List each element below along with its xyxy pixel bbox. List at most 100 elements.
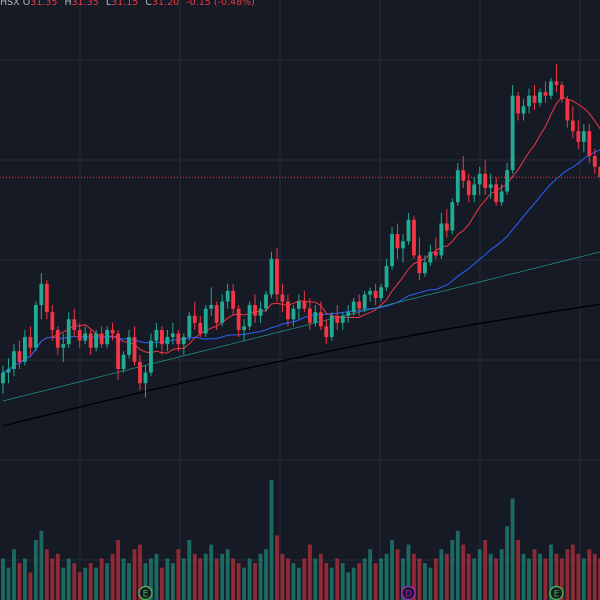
volume-bar [521,553,526,600]
volume-bar [198,558,203,600]
candle-body [307,308,312,323]
volume-bar [499,549,504,600]
candle-body [346,312,351,316]
candle-body [6,369,11,373]
volume-bar [258,553,263,600]
volume-bar [373,563,378,600]
high-value: 31.35 [71,0,99,8]
volume-bar [412,553,416,600]
volume-bar [61,567,66,600]
volume-bar [559,558,564,600]
candle-body [428,251,433,263]
candle-body [110,329,115,334]
candle-body [592,156,597,167]
candle-body [154,329,159,341]
volume-bar [461,544,466,600]
candle-body [554,81,559,85]
candle-body [565,99,570,121]
volume-bar [132,549,137,600]
volume-bar [565,549,570,600]
ma-long-line [2,303,600,427]
volume-bar [181,558,186,600]
candle-body [368,290,373,295]
ma-fast-line [2,96,600,374]
volume-bar [149,558,153,600]
candle-body [340,315,345,323]
volume-bars [1,480,600,600]
candle-body [570,120,575,132]
candle-body [236,308,241,330]
volume-bar [23,558,27,600]
candle-body [28,337,33,348]
candle-body [72,319,77,330]
candle-body [406,219,411,242]
candle-body [455,170,460,203]
candle-body [335,315,340,323]
candle-body [543,92,548,96]
volume-bar [527,558,531,600]
candle-body [401,241,405,249]
candle-body [132,337,137,362]
volume-bar [483,540,488,600]
candle-body [286,301,290,320]
open-value: 31.35 [30,0,58,8]
volume-bar [538,553,542,600]
candlesticks [1,63,600,398]
volume-bar [231,558,236,600]
candle-body [225,290,230,302]
candle-body [258,308,263,316]
candle-body [379,287,383,298]
candle-body [198,322,203,334]
candle-body [516,95,520,114]
volume-bar [390,540,394,600]
volume-bar [335,558,340,600]
candle-body [33,305,38,348]
volume-bar [357,563,362,600]
candle-body [532,95,537,103]
candle-body [77,329,82,341]
candle-body [66,319,71,345]
volume-bar [121,558,126,600]
volume-bar [296,567,301,600]
volume-bar [253,563,257,600]
candle-body [576,131,581,142]
volume-bar [110,553,115,600]
volume-bar [236,563,241,600]
candle-body [505,170,510,192]
volume-bar [187,540,192,600]
volume-bar [554,553,559,600]
volume-bar [318,553,323,600]
volume-bar [66,558,71,600]
volume-bar [12,549,16,600]
volume-bar [477,549,482,600]
candle-body [362,294,367,309]
high-label: H [64,0,72,8]
volume-bar [72,563,77,600]
volume-bar [406,544,411,600]
volume-bar [576,553,581,600]
candle-body [318,312,323,327]
candle-body [587,131,592,156]
volume-bar [83,567,88,600]
volume-bar [423,563,427,600]
candle-body [461,170,466,181]
volume-bar [488,553,493,600]
volume-bar [264,549,268,600]
candle-body [549,81,553,96]
volume-bar [324,563,329,600]
volume-bar [209,544,214,600]
event-marker-label: D [405,590,412,600]
candle-body [472,184,477,196]
candle-body [242,326,247,330]
candle-body [510,95,515,171]
candle-body [138,361,142,384]
volume-bar [532,549,537,600]
volume-bar [138,544,142,600]
low-label: L [105,0,112,8]
volume-bar [444,553,449,600]
volume-bar [510,498,515,600]
candle-body [521,106,526,114]
candle-body [116,333,120,369]
